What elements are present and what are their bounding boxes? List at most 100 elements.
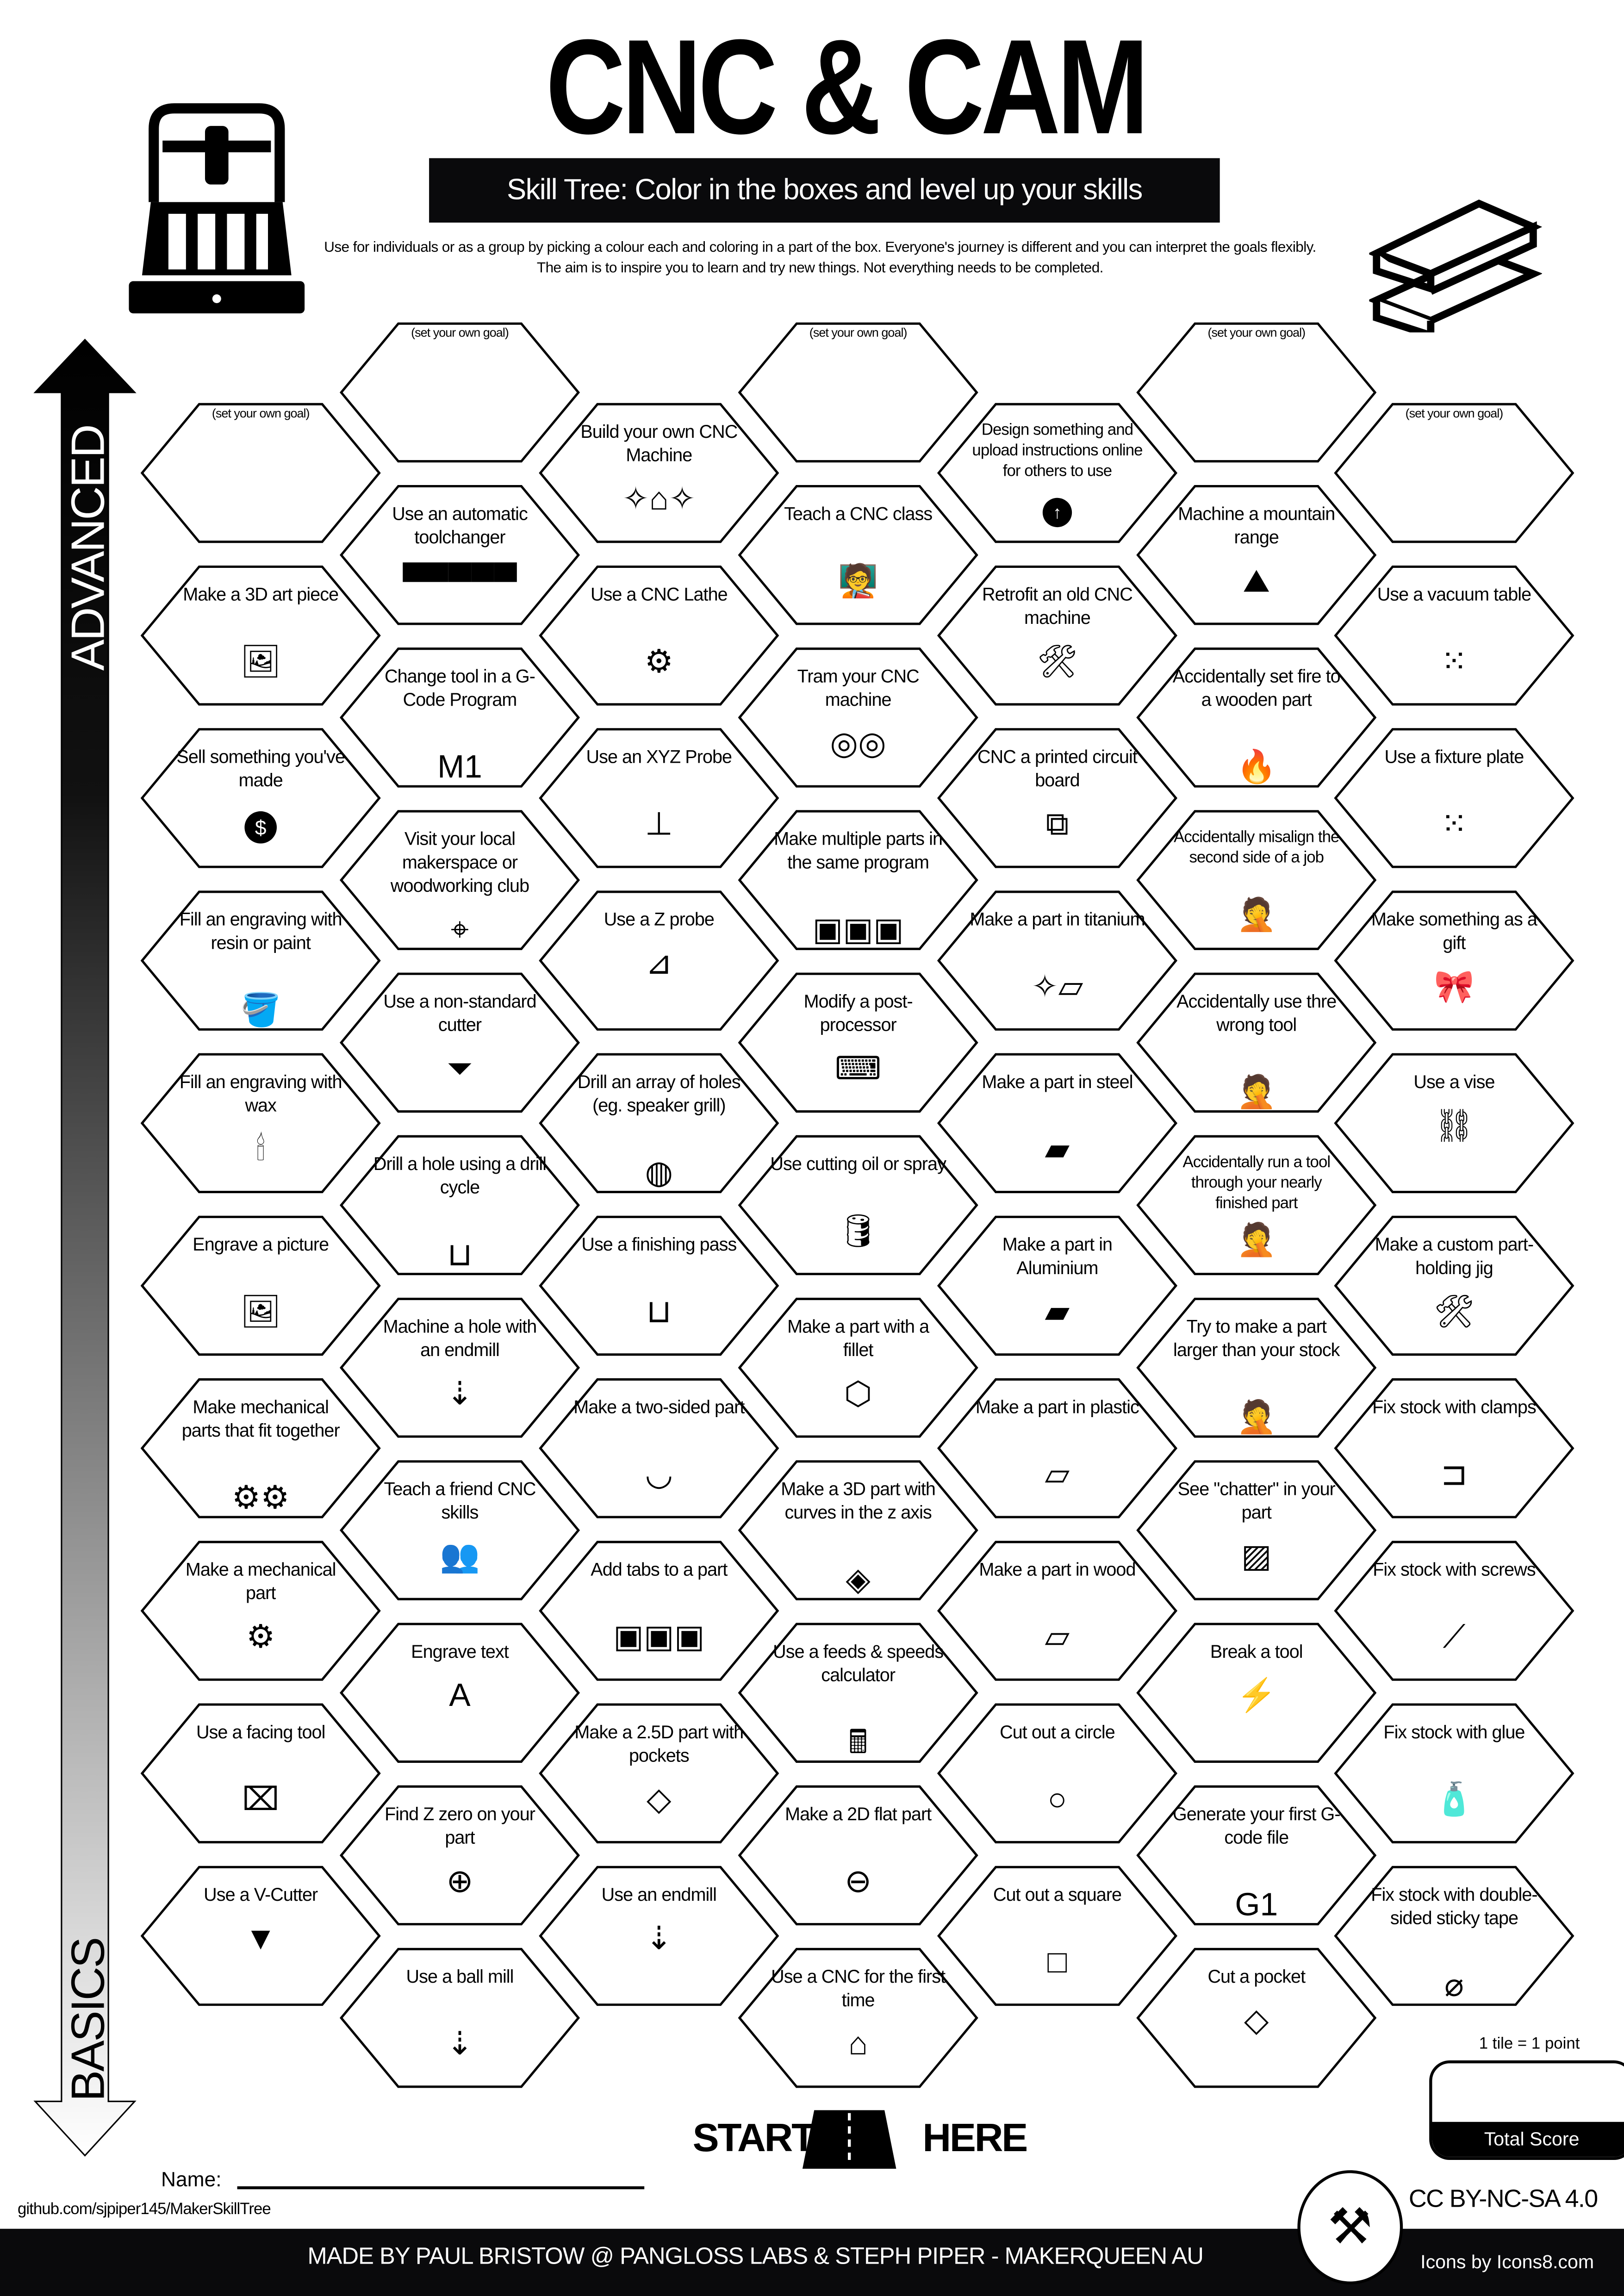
skill-hex[interactable]: Fix stock with screws ⟋ [1334,1541,1574,1681]
skill-hex[interactable]: Engrave text A [340,1623,580,1763]
skill-hex[interactable]: Fill an engraving with resin or paint 🪣 [140,890,381,1031]
skill-label: Use an automatic toolchanger [392,504,528,548]
skill-hex[interactable]: Engrave a picture 🖼 [140,1215,381,1356]
skill-hex[interactable]: Drill a hole using a drill cycle ⊔ [340,1135,580,1276]
skill-hex[interactable]: Accidentally misalign the second side of… [1136,810,1377,951]
skill-label: Use a CNC for the first time [771,1966,946,2011]
skill-label: Make a part in plastic [976,1397,1139,1418]
skill-hex[interactable]: Fix stock with double-sided sticky tape ⌀ [1334,1866,1574,2006]
name-field[interactable] [237,2186,645,2190]
skill-label: Make a part in Aluminium [1002,1234,1113,1279]
skill-hex[interactable]: Add tabs to a part ▣▣▣ [539,1541,779,1681]
skill-hex[interactable]: Make a part in Aluminium ▰ [937,1215,1177,1356]
crosshair-icon: ⊕ [446,1862,473,1899]
skill-hex[interactable]: Make a 3D part with curves in the z axis… [738,1460,978,1601]
skill-hex[interactable]: Use a feeds & speeds calculator 🖩 [738,1623,978,1763]
skill-hex[interactable]: Make a part with a fillet ⬡ [738,1297,978,1438]
skill-hex[interactable]: Use a V-Cutter ▼ [140,1866,381,2006]
custom-goal-hex[interactable]: (set your own goal) [1334,403,1574,543]
skill-label: Fill an engraving with resin or paint [179,909,342,953]
skill-hex[interactable]: Use a CNC for the first time ⌂ [738,1948,978,2088]
skill-hex[interactable]: Use a finishing pass ⊔ [539,1215,779,1356]
skill-hex[interactable]: Make multiple parts in the same program ▣… [738,810,978,951]
skill-hex[interactable]: Sell something you've made $ [140,728,381,869]
skill-hex[interactable]: Retrofit an old CNC machine 🛠 [937,565,1177,706]
skill-hex[interactable]: Use a vise ⛓ [1334,1053,1574,1194]
skill-hex[interactable]: Change tool in a G-Code Program M1 [340,647,580,788]
skill-hex[interactable]: Teach a CNC class 🧑‍🏫 [738,485,978,625]
skill-hex[interactable]: Fill an engraving with wax 🕯 [140,1053,381,1194]
skill-hex[interactable]: Make a mechanical part ⚙ [140,1541,381,1681]
skill-hex[interactable]: Use a ball mill ⇣ [340,1948,580,2088]
skill-label: Accidentally misalign the second side of… [1174,828,1339,867]
fire-icon: 🔥 [1236,748,1277,785]
skill-hex[interactable]: Use a fixture plate ⁙ [1334,728,1574,869]
skill-hex[interactable]: Generate your first G-code file G1 [1136,1785,1377,1926]
skill-hex[interactable]: Use a Z probe ⊿ [539,890,779,1031]
skill-label: Change tool in a G-Code Program [385,666,535,710]
skill-hex[interactable]: Make a 2D flat part ⊖ [738,1785,978,1926]
skill-label: Teach a CNC class [784,504,933,524]
skill-hex[interactable]: Cut out a circle ○ [937,1703,1177,1844]
total-score-box[interactable]: Total Score [1429,2060,1624,2160]
custom-goal-hex[interactable]: (set your own goal) [140,403,381,543]
skill-hex[interactable]: Tram your CNC machine ◎◎ [738,647,978,788]
custom-goal-hex[interactable]: (set your own goal) [1136,322,1377,463]
license-text: CC BY-NC-SA 4.0 [1408,2184,1598,2213]
skill-label: Fix stock with glue [1383,1722,1525,1743]
icons-credit[interactable]: Icons by Icons8.com [1420,2251,1594,2273]
skill-hex[interactable]: Teach a friend CNC skills 👥 [340,1460,580,1601]
skill-label: Use a feeds & speeds calculator [773,1641,944,1686]
skill-hex[interactable]: Visit your local makerspace or woodworki… [340,810,580,951]
skill-hex[interactable]: Modify a post-processor ⌨ [738,972,978,1113]
skill-hex[interactable]: Use an automatic toolchanger ▀▀▀▀▀ [340,485,580,625]
level-arrow: ADVANCED BASICS [32,337,138,2160]
skill-hex[interactable]: Make a part in plastic ▱ [937,1378,1177,1518]
skill-hex[interactable]: Cut out a square □ [937,1866,1177,2006]
skill-label: Make multiple parts in the same program [774,828,943,873]
github-link[interactable]: github.com/sjpiper145/MakerSkillTree [17,2201,271,2219]
skill-hex[interactable]: Make a custom part-holding jig 🛠 [1334,1215,1574,1356]
skill-hex[interactable]: Make a part in wood ▱ [937,1541,1177,1681]
skill-hex[interactable]: Drill an array of holes (eg. speaker gri… [539,1053,779,1194]
skill-hex[interactable]: Make a part in titanium ✧▱ [937,890,1177,1031]
skill-hex[interactable]: Make a two-sided part ◡ [539,1378,779,1518]
skill-hex[interactable]: Fix stock with clamps ⊐ [1334,1378,1574,1518]
skill-hex[interactable]: Make mechanical parts that fit together ⚙… [140,1378,381,1518]
custom-goal-hex[interactable]: (set your own goal) [738,322,978,463]
skill-hex[interactable]: Make something as a gift 🎀 [1334,890,1574,1031]
skill-label: Machine a hole with an endmill [383,1316,537,1361]
skill-hex[interactable]: Make a 3D art piece 🖼 [140,565,381,706]
skill-hex[interactable]: Accidentally run a tool through your nea… [1136,1135,1377,1276]
skill-hex[interactable]: Accidentally set fire to a wooden part 🔥 [1136,647,1377,788]
goal-placeholder-text: (set your own goal) [1405,405,1504,421]
skill-hex[interactable]: Use a non-standard cutter ⏷ [340,972,580,1113]
bowl-icon: ◡ [645,1456,673,1493]
goal-placeholder-text: (set your own goal) [212,405,310,421]
skill-hex[interactable]: Make a 2.5D part with pockets ◇ [539,1703,779,1844]
skill-hex[interactable]: Use a CNC Lathe ⚙ [539,565,779,706]
skill-hex[interactable]: Find Z zero on your part ⊕ [340,1785,580,1926]
skill-hex[interactable]: Use cutting oil or spray 🛢 [738,1135,978,1276]
skill-hex[interactable]: Use an endmill ⇣ [539,1866,779,2006]
skill-label: Cut a pocket [1207,1966,1306,1987]
skill-hex[interactable]: Make a part in steel ▰ [937,1053,1177,1194]
skill-hex[interactable]: Try to make a part larger than your stoc… [1136,1297,1377,1438]
skill-hex[interactable]: Machine a hole with an endmill ⇣ [340,1297,580,1438]
teacher-icon: 🧑‍🏫 [838,562,878,599]
skill-hex[interactable]: Break a tool ⚡ [1136,1623,1377,1763]
skill-hex[interactable]: See "chatter" in your part ▨ [1136,1460,1377,1601]
skill-hex[interactable]: Design something and upload instructions… [937,403,1177,543]
skill-hex[interactable]: Build your own CNC Machine ✧⌂✧ [539,403,779,543]
skill-hex[interactable]: Fix stock with glue 🧴 [1334,1703,1574,1844]
skill-hex[interactable]: Use a vacuum table ⁙ [1334,565,1574,706]
skill-hex[interactable]: Use a facing tool ⌧ [140,1703,381,1844]
skill-hex[interactable]: Cut a pocket ◇ [1136,1948,1377,2088]
skill-hex[interactable]: Use an XYZ Probe ⊥ [539,728,779,869]
endmill-icon: ⇣ [446,1375,473,1412]
skill-hex[interactable]: CNC a printed circuit board ⧉ [937,728,1177,869]
here-label: HERE [922,2116,1028,2160]
skill-hex[interactable]: Machine a mountain range ⛰ [1136,485,1377,625]
skill-hex[interactable]: Accidentally use thre wrong tool 🤦 [1136,972,1377,1113]
custom-goal-hex[interactable]: (set your own goal) [340,322,580,463]
